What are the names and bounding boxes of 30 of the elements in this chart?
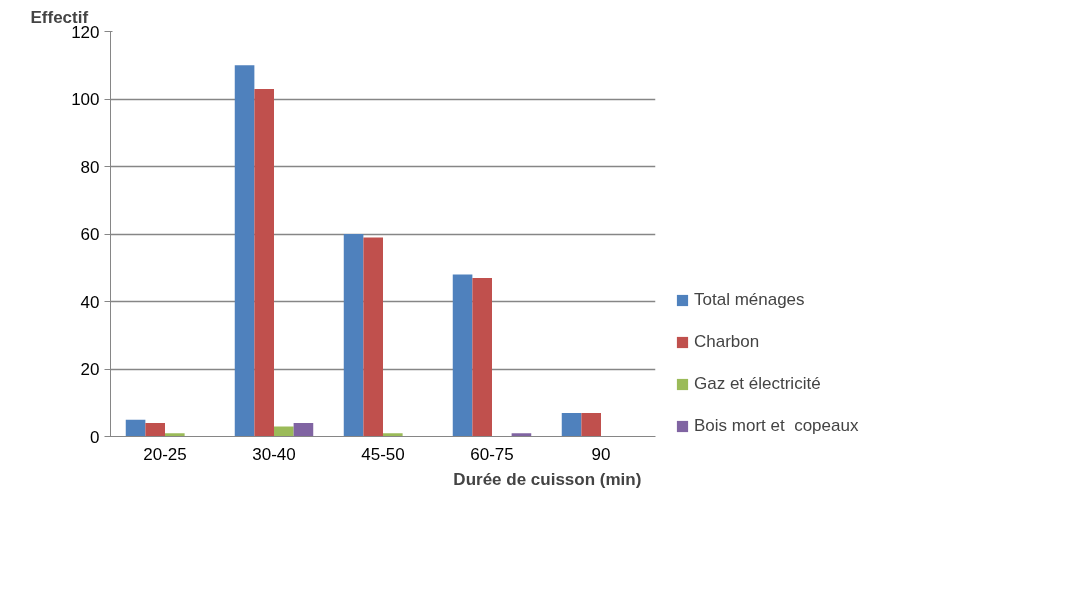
bar bbox=[363, 237, 383, 437]
bar bbox=[274, 426, 294, 437]
legend-label: Total ménages bbox=[694, 290, 805, 310]
legend-label: Bois mort et copeaux bbox=[694, 416, 859, 436]
x-axis-title: Durée de cuisson (min) bbox=[453, 469, 642, 489]
y-tick-label: 100 bbox=[71, 90, 100, 109]
y-tick-label: 80 bbox=[80, 157, 100, 177]
x-tick-label: 45-50 bbox=[361, 444, 405, 464]
bar bbox=[145, 423, 165, 437]
legend-label: Gaz et électricité bbox=[694, 374, 821, 394]
x-tick-label: 30-40 bbox=[252, 444, 296, 464]
bar bbox=[165, 433, 185, 437]
bar bbox=[343, 234, 364, 437]
bar bbox=[561, 412, 582, 437]
bar bbox=[254, 88, 274, 437]
bar bbox=[452, 274, 473, 437]
y-tick-label: 20 bbox=[80, 360, 100, 379]
y-tick-label: 0 bbox=[90, 427, 100, 447]
bar bbox=[472, 277, 492, 437]
bar bbox=[581, 412, 601, 437]
x-tick-label: 60-75 bbox=[470, 444, 514, 464]
bar bbox=[234, 65, 255, 437]
bar bbox=[125, 419, 146, 437]
x-tick-label: 90 bbox=[591, 444, 611, 464]
bar bbox=[293, 423, 314, 437]
y-tick-label: 40 bbox=[80, 292, 100, 312]
bar bbox=[383, 433, 403, 437]
legend-label: Charbon bbox=[694, 332, 760, 352]
x-tick-label: 20-25 bbox=[143, 444, 187, 464]
y-tick-label: 60 bbox=[80, 225, 100, 244]
